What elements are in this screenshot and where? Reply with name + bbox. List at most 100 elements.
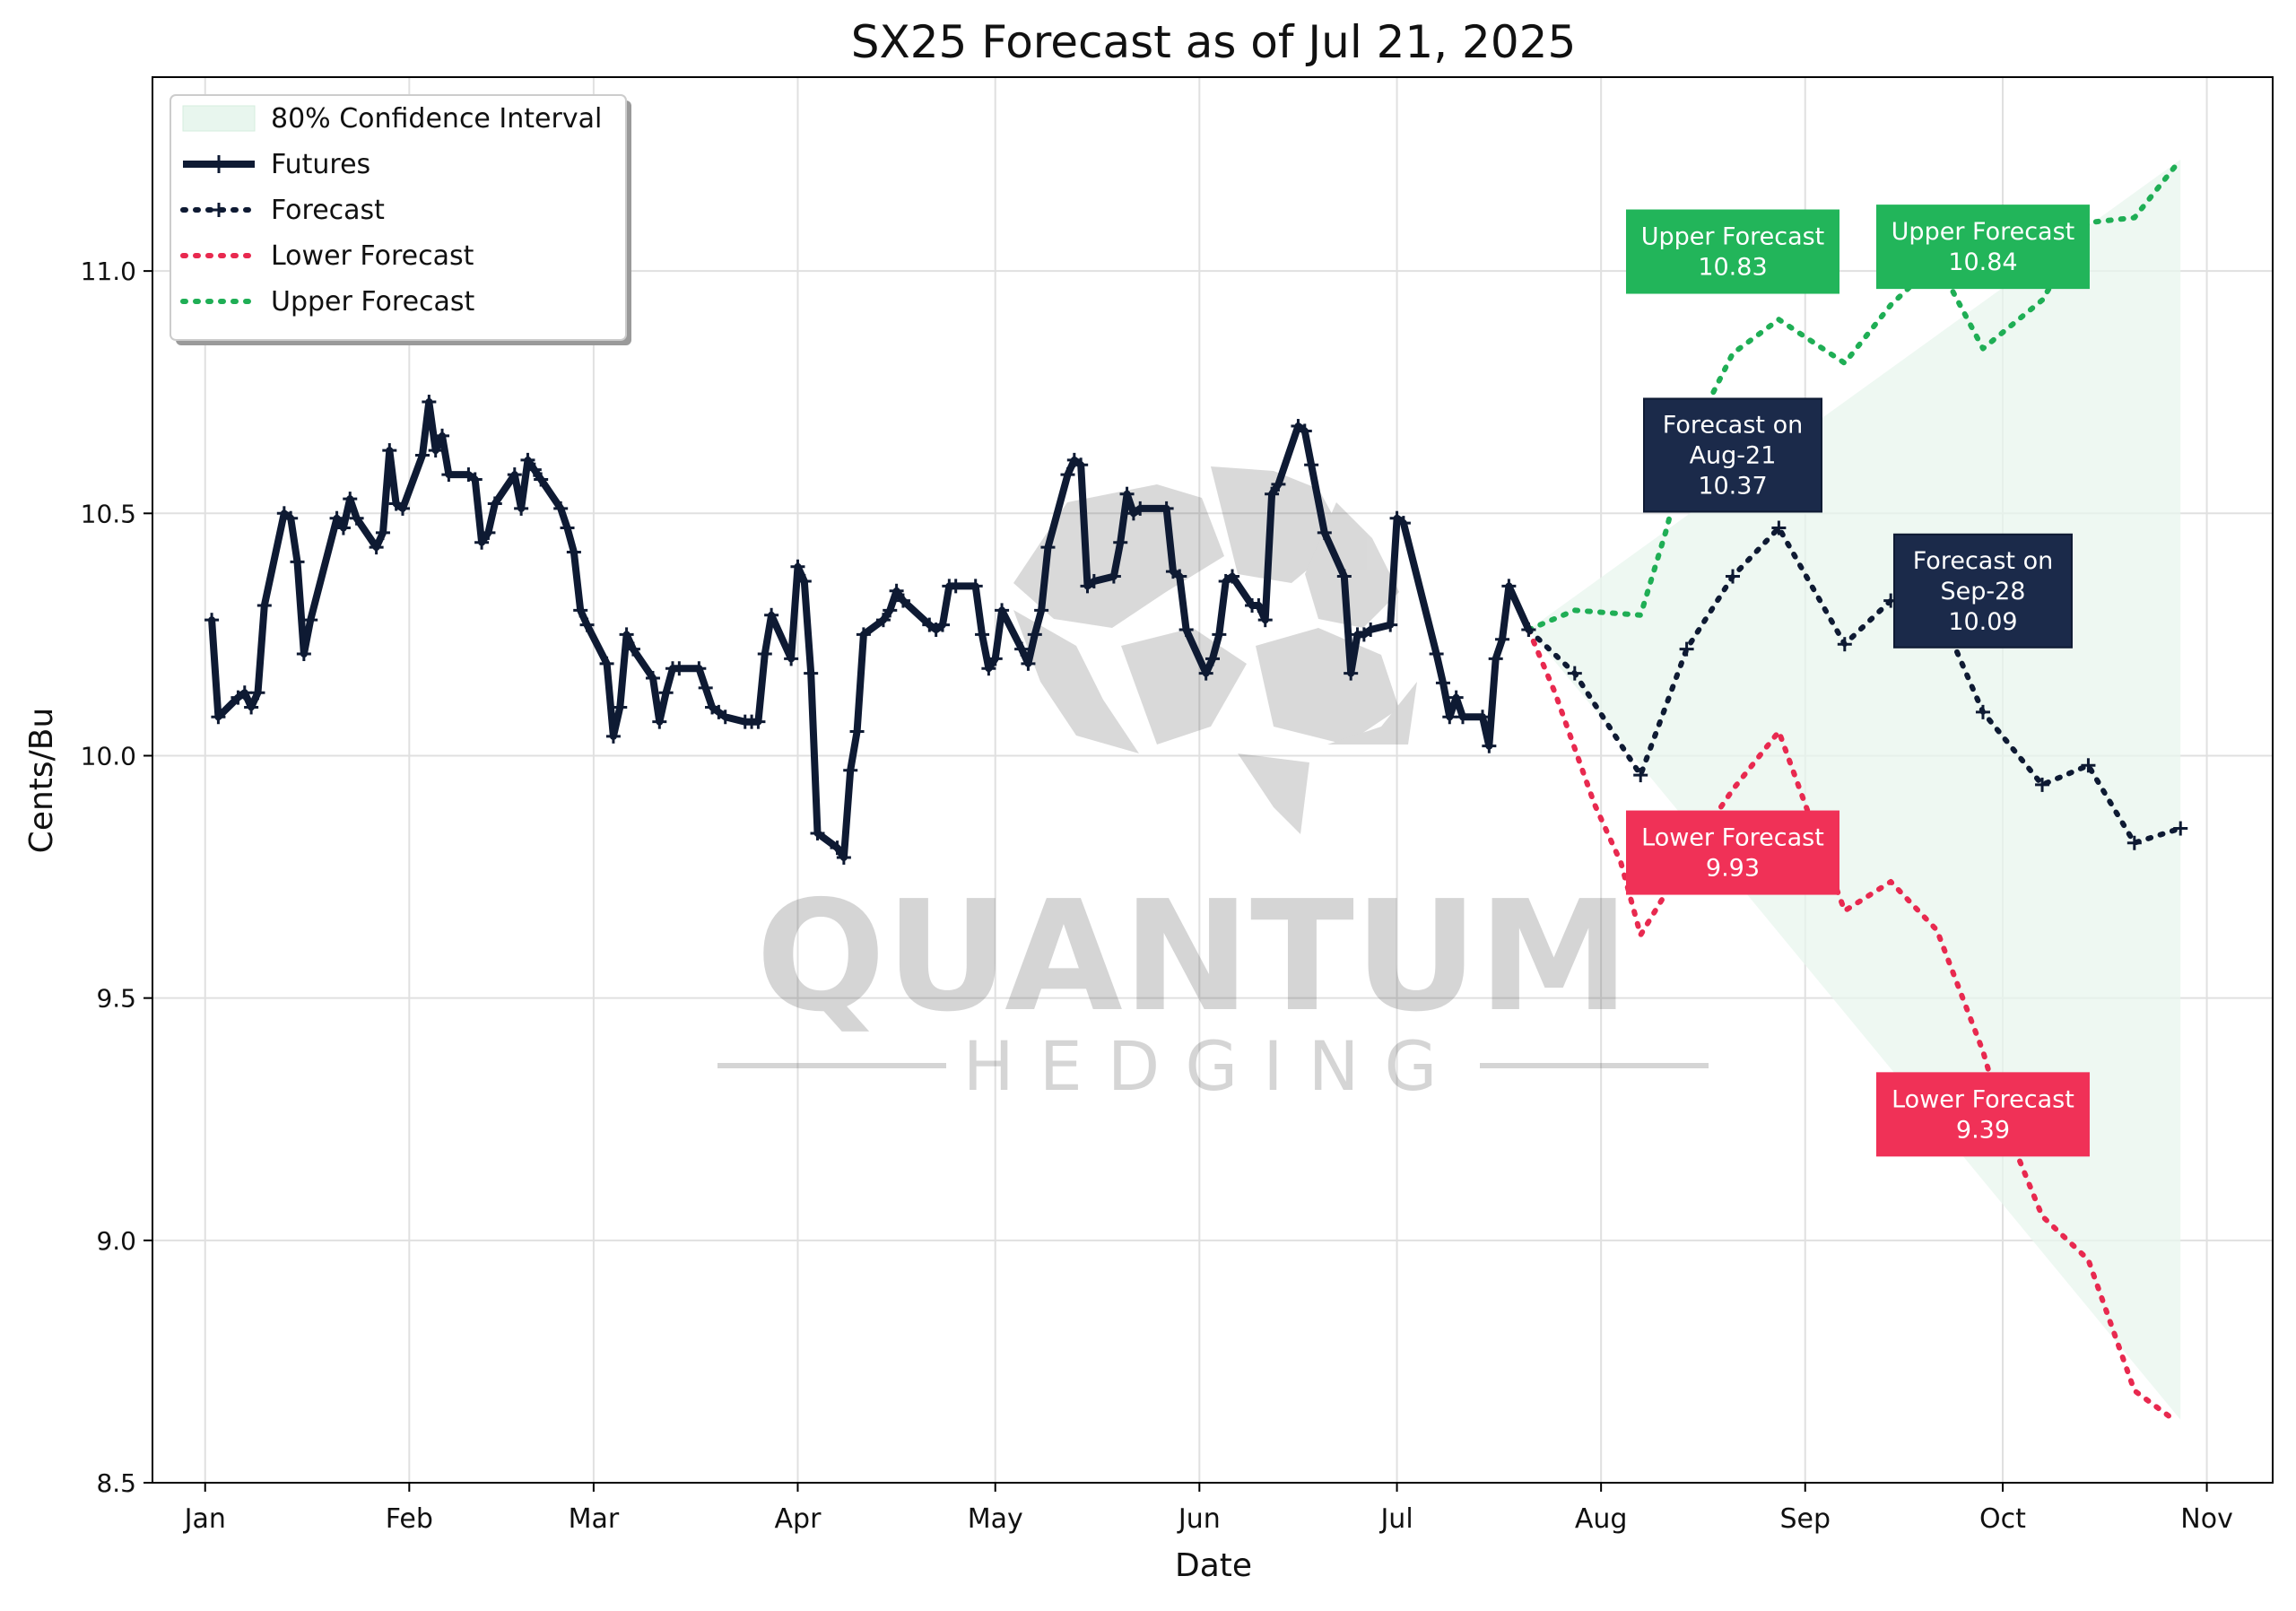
- data-point-futures: [1251, 597, 1266, 613]
- data-point-futures: [764, 607, 779, 623]
- series-line-lower-forecast: [1526, 627, 2177, 1423]
- data-point-futures: [751, 714, 766, 729]
- x-tick-label-feb: Feb: [386, 1503, 433, 1535]
- data-point-futures: [790, 559, 805, 574]
- data-point-futures: [804, 666, 819, 681]
- data-point-futures: [1205, 651, 1220, 666]
- data-point-forecast: [1567, 666, 1582, 681]
- data-point-futures: [981, 661, 996, 676]
- data-point-futures: [560, 520, 575, 536]
- data-point-futures: [849, 724, 865, 739]
- data-point-futures: [1119, 486, 1135, 501]
- annotation-text: Lower Forecast: [1892, 1085, 2074, 1113]
- data-point-futures: [1297, 423, 1312, 439]
- legend: 80% Confidence Interval Futures Forecast Lo…: [170, 94, 631, 345]
- x-tick-label-jan: Jan: [183, 1503, 226, 1535]
- data-point-futures: [481, 525, 496, 540]
- data-point-futures: [718, 710, 733, 725]
- data-point-futures: [1225, 569, 1240, 584]
- data-point-futures: [296, 647, 311, 662]
- x-tick-label-aug: Aug: [1575, 1503, 1628, 1535]
- data-point-futures: [1396, 516, 1411, 531]
- data-point-futures: [995, 603, 1010, 618]
- data-point-futures: [335, 520, 351, 536]
- y-tick-label-10-5: 10.5: [81, 499, 136, 528]
- x-tick-label-mar: Mar: [569, 1503, 620, 1535]
- data-point-futures: [757, 647, 772, 662]
- data-point-forecast: [1837, 637, 1852, 652]
- data-point-forecast: [2173, 821, 2188, 836]
- series-lower-forecast: [1526, 627, 2177, 1423]
- data-point-futures: [415, 448, 430, 463]
- data-point-futures: [395, 501, 410, 516]
- series-line-forecast: [1526, 525, 2184, 846]
- data-point-futures: [1482, 738, 1497, 753]
- y-tick-label-9-5: 9.5: [96, 984, 136, 1014]
- data-point-futures: [1106, 569, 1121, 584]
- annotation-box: [1875, 205, 2090, 290]
- data-point-futures: [856, 627, 871, 642]
- data-point-futures: [691, 661, 707, 676]
- data-point-futures: [1344, 666, 1359, 681]
- data-point-futures: [487, 496, 502, 511]
- data-point-futures: [250, 685, 265, 701]
- annotation-text: Upper Forecast: [1892, 218, 2075, 246]
- data-point-futures: [836, 849, 851, 865]
- data-point-futures: [1265, 486, 1280, 501]
- data-point-futures: [645, 671, 660, 686]
- annotation-box: [1875, 1072, 2090, 1157]
- data-point-futures: [1014, 641, 1030, 657]
- data-point-futures: [1159, 501, 1174, 516]
- data-point-futures: [329, 510, 344, 526]
- annotation-text: Upper Forecast: [1641, 223, 1825, 251]
- data-point-futures: [1495, 631, 1510, 647]
- data-point-futures: [303, 613, 318, 628]
- data-point-futures: [975, 627, 990, 642]
- data-point-forecast: [2035, 777, 2050, 792]
- y-tick-label-10-0: 10.0: [81, 741, 136, 771]
- data-point-futures: [948, 579, 963, 594]
- data-point-futures: [204, 613, 220, 628]
- annotation-lower-4: Lower Forecast 9.93: [1625, 810, 1839, 895]
- data-point-futures: [1212, 627, 1227, 642]
- annotation-text: Lower Forecast: [1641, 824, 1824, 852]
- annotation-text: 9.39: [1956, 1116, 2010, 1144]
- annotation-text: 10.83: [1698, 254, 1767, 282]
- y-tick-label-8-5: 8.5: [96, 1468, 136, 1498]
- data-point-futures: [1113, 535, 1128, 550]
- annotation-text: 10.37: [1698, 472, 1767, 500]
- x-tick-label-oct: Oct: [1979, 1503, 2026, 1535]
- data-point-futures: [579, 617, 595, 632]
- x-tick-label-jul: Jul: [1378, 1503, 1413, 1535]
- legend-label: Forecast: [271, 195, 385, 226]
- data-point-futures: [619, 627, 634, 642]
- legend-box: [170, 94, 627, 341]
- data-point-futures: [599, 656, 614, 671]
- annotation-text: Forecast on: [1913, 547, 2053, 575]
- data-point-futures: [566, 544, 581, 560]
- data-point-futures: [810, 825, 825, 840]
- legend-label: 80% Confidence Interval: [271, 103, 602, 135]
- annotation-lower-5: Lower Forecast 9.39: [1875, 1072, 2090, 1157]
- data-point-futures: [935, 617, 950, 632]
- data-point-futures: [1435, 675, 1450, 691]
- data-point-futures: [625, 641, 640, 657]
- legend-label: Futures: [271, 149, 370, 180]
- y-tick-label-11-0: 11.0: [81, 257, 136, 286]
- legend-item-futures: Futures: [183, 149, 370, 180]
- data-point-forecast: [1679, 641, 1694, 657]
- legend-swatch: [182, 105, 256, 132]
- data-point-futures: [1271, 476, 1286, 492]
- y-axis-label: Cents/Bu: [23, 708, 60, 854]
- data-point-futures: [889, 583, 904, 598]
- data-point-futures: [658, 685, 674, 701]
- data-point-futures: [1021, 656, 1036, 671]
- data-point-futures: [441, 467, 457, 483]
- data-point-futures: [1455, 710, 1470, 725]
- data-point-futures: [1257, 613, 1273, 628]
- data-point-futures: [526, 462, 542, 477]
